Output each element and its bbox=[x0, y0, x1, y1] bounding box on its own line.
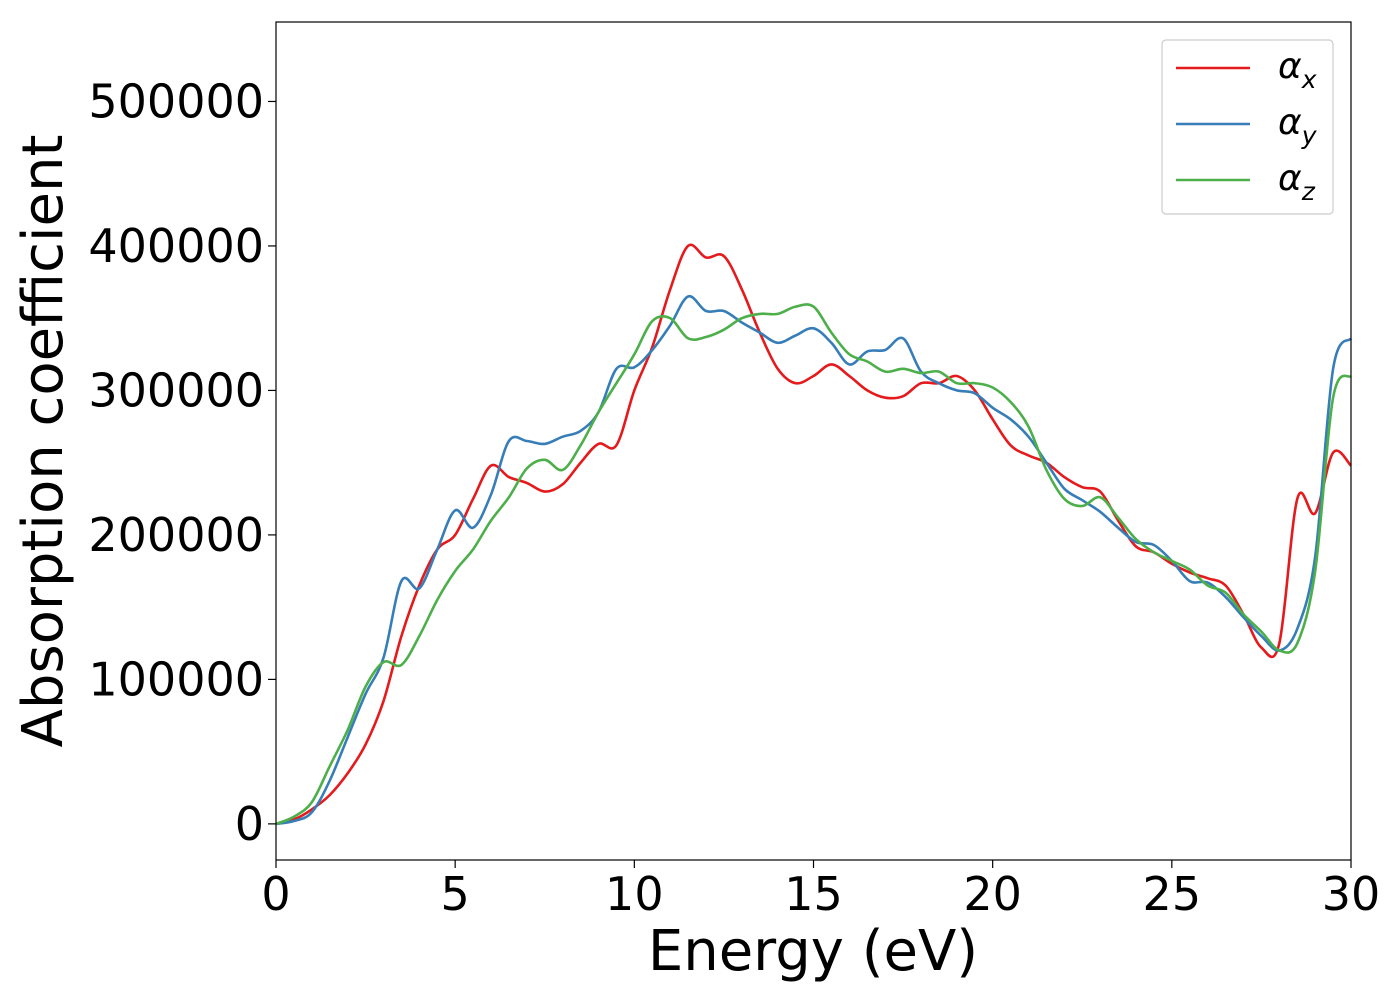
x-axis-title: Energy (eV) bbox=[648, 919, 978, 984]
legend-label-base: α bbox=[1278, 102, 1302, 143]
legend-label-subscript: y bbox=[1301, 121, 1318, 150]
y-tick-label: 0 bbox=[235, 797, 264, 851]
x-tick-label: 15 bbox=[784, 867, 843, 921]
y-axis: 0 100000 200000 300000 400000 500000 bbox=[88, 74, 276, 851]
x-tick-label: 20 bbox=[963, 867, 1022, 921]
y-tick-label: 400000 bbox=[88, 219, 264, 273]
legend-label-y: αy bbox=[1278, 102, 1318, 150]
series-line-x bbox=[275, 243, 1352, 826]
x-tick-label: 5 bbox=[441, 867, 470, 921]
y-tick-label: 100000 bbox=[88, 652, 264, 706]
series-line-z bbox=[275, 303, 1352, 826]
series-lines bbox=[275, 243, 1353, 826]
x-tick-label: 10 bbox=[605, 867, 664, 921]
series-line-y bbox=[275, 295, 1353, 826]
x-axis: 0 5 10 15 20 25 30 bbox=[261, 860, 1380, 921]
y-axis-title: Absorption coefficient bbox=[11, 135, 76, 748]
x-tick-label: 30 bbox=[1322, 867, 1381, 921]
legend-label-base: α bbox=[1278, 158, 1302, 199]
legend-label-subscript: z bbox=[1301, 177, 1316, 206]
legend-label-subscript: x bbox=[1301, 65, 1317, 94]
y-tick-label: 200000 bbox=[88, 508, 264, 562]
legend-label-x: αx bbox=[1278, 46, 1317, 94]
legend-box bbox=[1161, 39, 1334, 215]
y-tick-label: 500000 bbox=[88, 74, 264, 128]
x-tick-label: 25 bbox=[1143, 867, 1202, 921]
y-tick-label: 300000 bbox=[88, 363, 264, 417]
x-tick-label: 0 bbox=[261, 867, 290, 921]
legend-label-z: αz bbox=[1278, 158, 1316, 206]
legend-label-base: α bbox=[1278, 46, 1302, 87]
